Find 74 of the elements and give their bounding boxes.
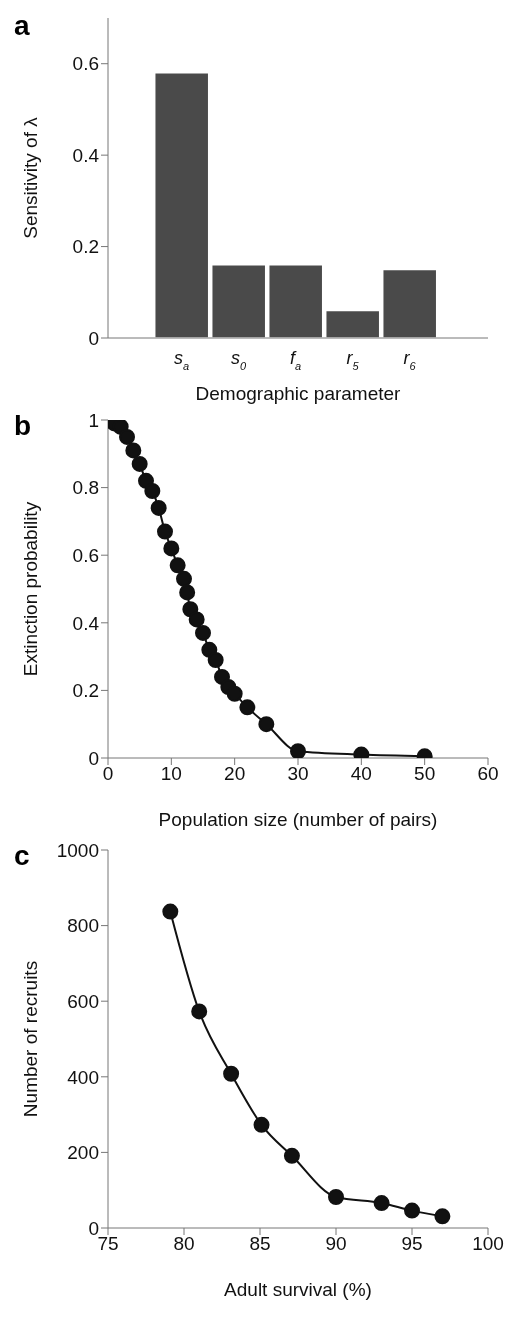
- y-axis-title: Extinction probability: [19, 501, 41, 677]
- y-tick-label: 0.6: [72, 544, 99, 566]
- x-tick-label: r$_{5}$: [346, 348, 360, 372]
- point: [404, 1202, 420, 1219]
- point: [223, 1065, 240, 1082]
- point: [207, 651, 224, 668]
- x-tick-label: 10: [160, 763, 182, 785]
- chart-title: b: [14, 410, 32, 441]
- x-tick-label: 40: [350, 763, 372, 785]
- y-tick-label: 200: [67, 1142, 99, 1164]
- x-tick-label: 50: [414, 763, 436, 785]
- y-axis-title: Sensitivity of λ: [19, 116, 41, 239]
- x-axis-title: Demographic parameter: [195, 383, 402, 404]
- point: [258, 716, 275, 733]
- y-tick-label: 0.2: [72, 236, 99, 258]
- bar: [153, 72, 210, 338]
- x-tick-label: f$_{a}$: [289, 348, 302, 372]
- x-tick-label: r$_{6}$: [403, 348, 417, 372]
- x-tick-label: 85: [249, 1233, 271, 1255]
- y-tick-label: 800: [67, 915, 99, 937]
- point: [176, 570, 192, 587]
- point: [131, 455, 148, 472]
- x-axis-title: Population size (number of pairs): [158, 809, 438, 830]
- chart-title: c: [14, 840, 30, 871]
- bar: [267, 264, 324, 338]
- y-tick-label: 600: [67, 990, 99, 1012]
- point: [188, 611, 205, 628]
- x-tick-label: 30: [287, 763, 309, 785]
- point: [373, 1195, 390, 1212]
- x-tick-label: s$_{0}$: [230, 348, 247, 372]
- y-axis-title: Number of recruits: [19, 960, 41, 1118]
- point: [434, 1208, 451, 1225]
- y-tick-label: 0: [88, 327, 99, 349]
- bar: [381, 268, 438, 338]
- point: [162, 903, 179, 920]
- y-tick-label: 1: [88, 409, 99, 431]
- x-tick-label: 95: [401, 1233, 423, 1255]
- point: [125, 442, 142, 459]
- x-tick-label: 90: [325, 1233, 347, 1255]
- chart-title: a: [14, 10, 30, 41]
- y-tick-label: 0: [88, 747, 99, 769]
- bar: [210, 264, 267, 338]
- point: [226, 685, 243, 702]
- point: [119, 428, 135, 445]
- point: [157, 523, 173, 540]
- x-tick-label: 100: [472, 1233, 504, 1255]
- point: [169, 557, 186, 574]
- point: [290, 743, 306, 758]
- x-tick-label: 0: [102, 763, 114, 785]
- x-tick-label: 60: [477, 763, 499, 785]
- point: [253, 1116, 270, 1133]
- point: [144, 482, 161, 499]
- point: [239, 699, 256, 716]
- point: [179, 584, 196, 601]
- point: [163, 540, 180, 557]
- x-tick-label: s$_{a}$: [173, 348, 190, 372]
- point: [195, 624, 211, 641]
- point: [328, 1189, 344, 1205]
- y-tick-label: 0.2: [72, 680, 99, 702]
- point: [191, 1003, 208, 1020]
- bar: [324, 309, 381, 338]
- y-tick-label: 0.8: [72, 477, 99, 499]
- point: [150, 499, 167, 516]
- x-axis-title: Adult survival (%): [224, 1279, 372, 1300]
- y-tick-label: 0.4: [72, 144, 100, 166]
- y-tick-label: 1000: [56, 839, 99, 861]
- x-tick-label: 75: [97, 1233, 119, 1255]
- x-tick-label: 20: [224, 763, 246, 785]
- y-tick-label: 0: [88, 1217, 99, 1239]
- point: [283, 1147, 300, 1164]
- y-tick-label: 400: [67, 1066, 99, 1088]
- x-tick-label: 80: [173, 1233, 195, 1255]
- y-tick-label: 0.4: [72, 612, 100, 634]
- y-tick-label: 0.6: [72, 53, 99, 75]
